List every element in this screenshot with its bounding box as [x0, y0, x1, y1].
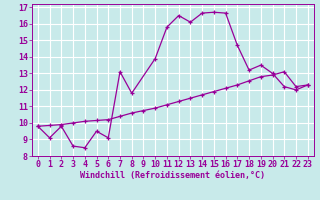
- X-axis label: Windchill (Refroidissement éolien,°C): Windchill (Refroidissement éolien,°C): [80, 171, 265, 180]
